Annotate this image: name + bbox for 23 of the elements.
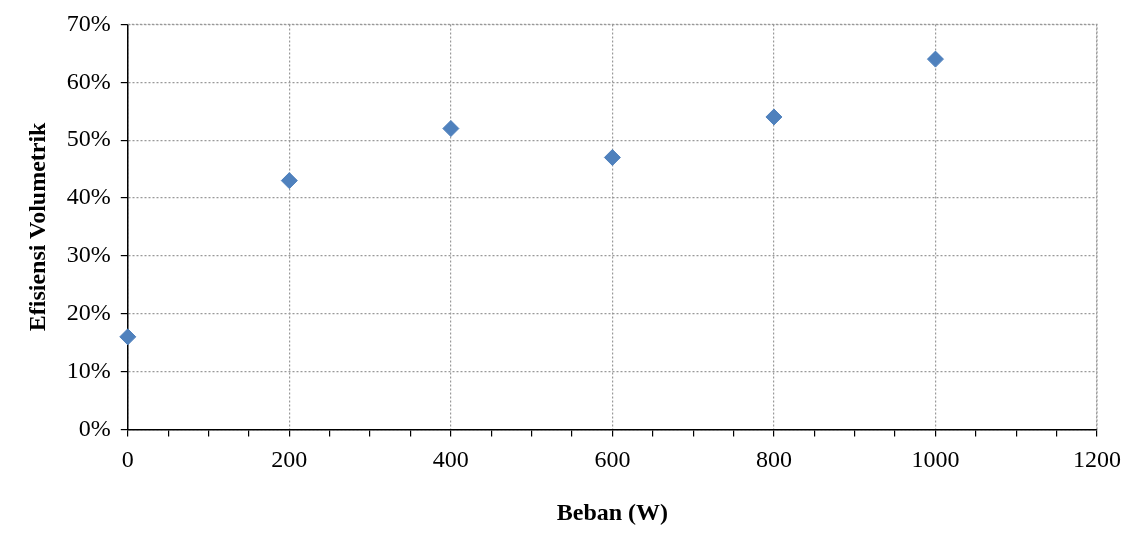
x-tick-label: 800 xyxy=(755,446,792,473)
y-tick-label: 60% xyxy=(66,67,111,94)
point xyxy=(765,108,783,126)
y-tick-label: 30% xyxy=(66,241,111,268)
x-tick-label: 600 xyxy=(594,446,631,473)
y-tick-label: 0% xyxy=(78,414,111,441)
point xyxy=(119,328,137,346)
x-tick-label: 1200 xyxy=(1073,446,1121,473)
y-tick-label: 70% xyxy=(66,9,111,36)
y-axis-title: Efisiensi Volumetrik xyxy=(23,121,50,332)
point xyxy=(926,50,944,68)
point xyxy=(442,120,460,138)
y-tick-label: 40% xyxy=(66,183,111,210)
x-tick-label: 0 xyxy=(121,446,134,473)
point xyxy=(603,148,621,166)
point xyxy=(280,172,298,190)
y-tick-label: 10% xyxy=(66,356,111,383)
x-tick-label: 400 xyxy=(432,446,469,473)
y-tick-label: 50% xyxy=(66,125,111,152)
x-tick-label: 1000 xyxy=(911,446,960,473)
x-axis-title: Beban (W) xyxy=(556,498,669,525)
x-tick-label: 200 xyxy=(271,446,308,473)
y-tick-label: 20% xyxy=(66,298,111,325)
